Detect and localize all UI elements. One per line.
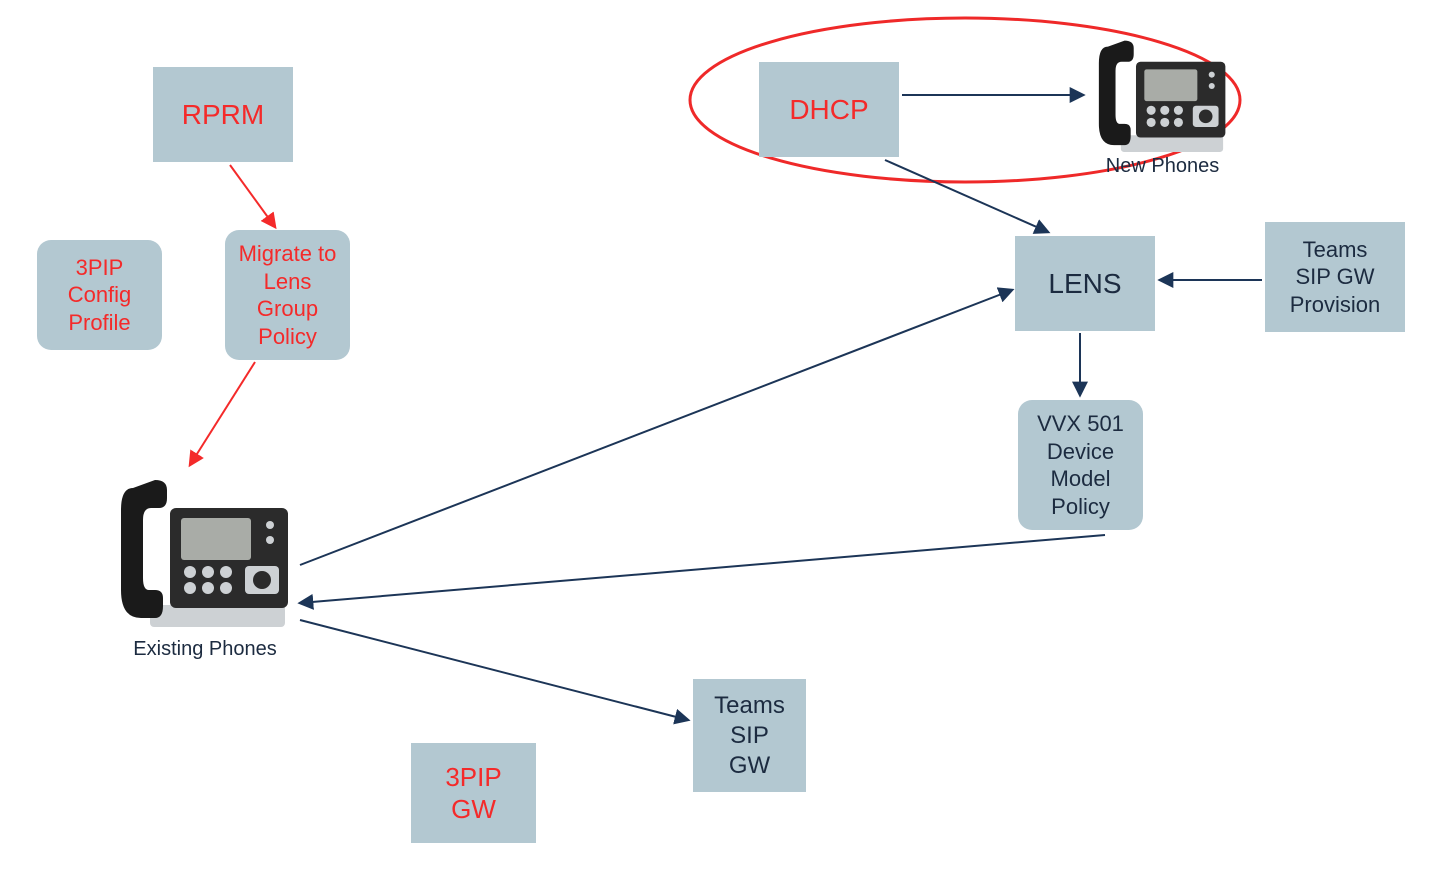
phone-new-label: New Phones — [1090, 154, 1235, 179]
node-3pip-config: 3PIPConfigProfile — [37, 240, 162, 350]
phone-existing — [115, 470, 295, 640]
node-vvx501: VVX 501DeviceModelPolicy — [1018, 400, 1143, 530]
node-vvx501-label: VVX 501DeviceModelPolicy — [1037, 410, 1124, 520]
edge-dhcp-to-lens — [885, 160, 1048, 232]
node-teams-provision: TeamsSIP GWProvision — [1265, 222, 1405, 332]
node-3pip-gw: 3PIPGW — [411, 743, 536, 843]
node-3pip-gw-label: 3PIPGW — [445, 761, 501, 826]
node-teams-sip-gw: TeamsSIPGW — [693, 679, 806, 792]
phone-new — [1090, 33, 1235, 163]
node-dhcp: DHCP — [759, 62, 899, 157]
node-lens-label: LENS — [1048, 266, 1121, 301]
node-teams-sip-gw-label: TeamsSIPGW — [714, 691, 785, 781]
node-rprm: RPRM — [153, 67, 293, 162]
node-dhcp-label: DHCP — [789, 92, 868, 127]
edge-vvx-to-phone — [300, 535, 1105, 603]
edge-phone-to-lens — [300, 290, 1012, 565]
edge-phone-to-teamssip — [300, 620, 688, 720]
phone-existing-label: Existing Phones — [115, 637, 295, 662]
node-teams-provision-label: TeamsSIP GWProvision — [1290, 236, 1380, 319]
node-3pip-config-label: 3PIPConfigProfile — [68, 254, 132, 337]
edge-migrate-to-phone — [190, 362, 255, 465]
edge-rprm-to-migrate — [230, 165, 275, 227]
node-migrate-label: Migrate toLensGroupPolicy — [239, 240, 337, 350]
node-rprm-label: RPRM — [182, 97, 264, 132]
node-migrate: Migrate toLensGroupPolicy — [225, 230, 350, 360]
node-lens: LENS — [1015, 236, 1155, 331]
